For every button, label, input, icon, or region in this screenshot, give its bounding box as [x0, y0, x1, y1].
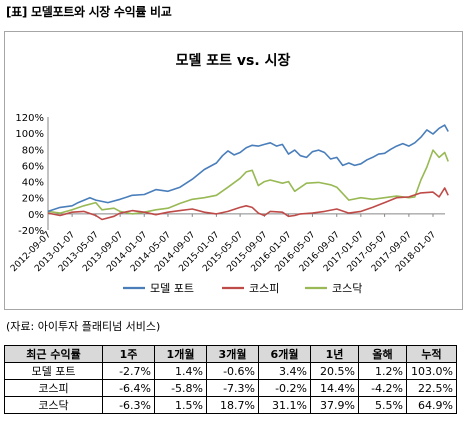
series-line-1: [47, 187, 449, 221]
row-label: 모델 포트: [4, 362, 103, 380]
table-cell: 1.2%: [358, 362, 407, 380]
y-tick-label: 20%: [22, 194, 44, 205]
returns-table: 최근 수익률 1주 1개월 3개월 6개월 1년 올해 누적 모델 포트 -2.…: [4, 345, 457, 414]
series-line-0: [47, 124, 449, 213]
table-cell: -6.3%: [102, 396, 155, 414]
col-header-1y: 1년: [310, 345, 359, 363]
table-cell: 1.5%: [154, 396, 207, 414]
legend-label: 코스피: [249, 282, 279, 295]
y-tick-label: 80%: [22, 145, 44, 156]
col-header-6m: 6개월: [258, 345, 311, 363]
table-header-row: 최근 수익률 1주 1개월 3개월 6개월 1년 올해 누적: [4, 345, 457, 363]
col-header-1w: 1주: [102, 345, 155, 363]
table-cell: 5.5%: [358, 396, 407, 414]
col-header-1m: 1개월: [154, 345, 207, 363]
row-label: 코스피: [4, 379, 103, 397]
y-tick-label: 60%: [22, 161, 44, 172]
table-cell: 37.9%: [310, 396, 359, 414]
table-cell: 20.5%: [310, 362, 359, 380]
series-line-2: [47, 149, 449, 215]
col-header-period: 최근 수익률: [4, 345, 103, 363]
y-tick-label: 120%: [15, 113, 44, 124]
y-tick-label: 0%: [28, 210, 44, 221]
table-cell: -0.6%: [206, 362, 259, 380]
table-row: 모델 포트 -2.7% 1.4% -0.6% 3.4% 20.5% 1.2% 1…: [4, 362, 457, 380]
line-chart: 모델 포트 vs. 시장-20%0%20%40%60%80%100%120%20…: [9, 52, 449, 295]
table-cell: -7.3%: [206, 379, 259, 397]
col-header-cumulative: 누적: [406, 345, 457, 363]
row-label: 코스닥: [4, 396, 103, 414]
page-header: [표] 모델포트와 시장 수익률 비교: [6, 5, 172, 19]
table-cell: 64.9%: [406, 396, 457, 414]
table-cell: 22.5%: [406, 379, 457, 397]
legend-label: 코스닥: [332, 282, 362, 295]
table-cell: -6.4%: [102, 379, 155, 397]
table-cell: -4.2%: [358, 379, 407, 397]
table-row: 코스닥 -6.3% 1.5% 18.7% 31.1% 37.9% 5.5% 64…: [4, 396, 457, 414]
y-tick-label: -20%: [18, 226, 44, 237]
y-tick-label: 40%: [22, 178, 44, 189]
source-note: (자료: 아이투자 플래티넘 서비스): [6, 320, 161, 333]
table-row: 코스피 -6.4% -5.8% -7.3% -0.2% 14.4% -4.2% …: [4, 379, 457, 397]
table-cell: 31.1%: [258, 396, 311, 414]
table-cell: 103.0%: [406, 362, 457, 380]
table-cell: -0.2%: [258, 379, 311, 397]
col-header-3m: 3개월: [206, 345, 259, 363]
table-cell: 18.7%: [206, 396, 259, 414]
col-header-ytd: 올해: [358, 345, 407, 363]
table-cell: 1.4%: [154, 362, 207, 380]
y-tick-label: 100%: [15, 129, 44, 140]
table-cell: 14.4%: [310, 379, 359, 397]
legend-label: 모델 포트: [150, 282, 194, 295]
chart-title: 모델 포트 vs. 시장: [176, 52, 291, 69]
chart-panel: 모델 포트 vs. 시장 -20% 0% 20% 40% 60% 80% 100% 120% 20…: [4, 31, 463, 310]
table-cell: -5.8%: [154, 379, 207, 397]
table-cell: 3.4%: [258, 362, 311, 380]
table-cell: -2.7%: [102, 362, 155, 380]
